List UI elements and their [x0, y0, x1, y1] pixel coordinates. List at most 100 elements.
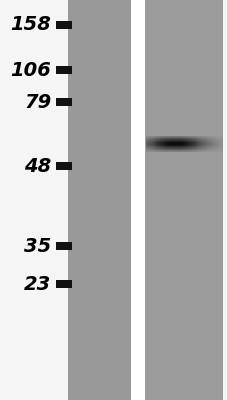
Bar	[204, 138, 205, 139]
Bar	[186, 149, 187, 150]
Bar	[164, 141, 165, 142]
Bar	[156, 136, 157, 137]
Bar	[150, 144, 151, 145]
Bar	[214, 150, 215, 151]
Bar	[220, 144, 221, 145]
Bar	[155, 148, 156, 150]
Bar	[180, 148, 182, 149]
Bar	[195, 142, 196, 143]
Bar	[195, 151, 196, 152]
Bar	[204, 142, 205, 143]
Bar	[200, 145, 201, 146]
Bar	[154, 150, 155, 151]
Bar	[151, 150, 152, 151]
Bar	[155, 136, 156, 137]
Bar	[211, 143, 212, 144]
Bar	[190, 141, 191, 142]
Bar	[177, 144, 178, 146]
Bar	[181, 149, 183, 150]
Bar	[186, 143, 187, 144]
Bar	[189, 149, 190, 150]
Bar	[180, 144, 181, 145]
Bar	[215, 144, 216, 146]
Bar	[156, 142, 157, 143]
Bar	[168, 149, 169, 150]
Bar	[159, 140, 160, 142]
Bar	[207, 138, 208, 139]
Bar	[151, 139, 152, 140]
Bar	[218, 147, 220, 148]
Bar	[156, 145, 157, 146]
Bar	[205, 148, 206, 150]
Bar	[202, 141, 203, 142]
Bar	[163, 144, 165, 146]
Bar	[155, 140, 156, 142]
Bar	[162, 146, 164, 147]
Bar	[173, 145, 174, 146]
Bar	[216, 149, 217, 150]
Bar	[169, 141, 170, 142]
Bar	[166, 141, 167, 142]
Bar	[163, 136, 165, 138]
Bar	[185, 140, 186, 142]
Bar	[187, 142, 188, 143]
Bar	[206, 144, 207, 145]
Bar	[191, 147, 192, 148]
Bar	[165, 146, 166, 147]
Bar	[216, 143, 217, 144]
Bar	[171, 151, 172, 152]
Bar	[198, 148, 200, 150]
Bar	[176, 144, 177, 145]
Bar	[180, 136, 182, 138]
Bar	[147, 143, 148, 144]
Bar	[190, 139, 191, 140]
Bar	[179, 149, 180, 150]
Bar	[170, 136, 171, 137]
Bar	[214, 144, 215, 145]
Bar	[220, 147, 221, 148]
Bar	[198, 136, 200, 137]
Bar	[149, 138, 150, 139]
Bar	[174, 143, 175, 144]
Bar	[160, 150, 161, 151]
Bar	[202, 145, 203, 146]
Bar	[207, 144, 208, 146]
Bar	[159, 136, 160, 138]
Text: 79: 79	[24, 92, 51, 112]
Bar	[173, 137, 174, 138]
Bar	[172, 139, 173, 140]
Bar	[213, 150, 214, 151]
Bar	[220, 145, 222, 146]
Bar	[170, 137, 171, 138]
Bar	[164, 137, 165, 138]
Bar	[174, 144, 175, 146]
Bar	[185, 136, 186, 138]
Bar	[157, 138, 158, 139]
Bar	[217, 140, 218, 141]
Bar	[203, 143, 205, 144]
Bar	[198, 144, 200, 146]
Bar	[218, 142, 220, 143]
Bar	[190, 142, 191, 143]
Bar	[149, 145, 150, 146]
Bar	[204, 145, 205, 146]
Bar	[183, 140, 185, 141]
Bar	[217, 148, 219, 150]
Bar	[146, 139, 147, 140]
Bar	[182, 146, 183, 147]
Bar	[205, 149, 206, 150]
Bar	[158, 140, 159, 141]
Bar	[159, 150, 160, 151]
Bar	[148, 144, 149, 146]
Bar	[155, 148, 156, 149]
Bar	[174, 140, 175, 142]
Bar	[168, 150, 169, 151]
Bar	[180, 137, 182, 138]
Bar	[191, 140, 192, 142]
Bar	[203, 144, 205, 145]
Bar	[178, 149, 179, 150]
Bar	[220, 146, 222, 147]
Bar	[197, 138, 199, 139]
Bar	[175, 136, 176, 137]
Bar	[164, 147, 165, 148]
